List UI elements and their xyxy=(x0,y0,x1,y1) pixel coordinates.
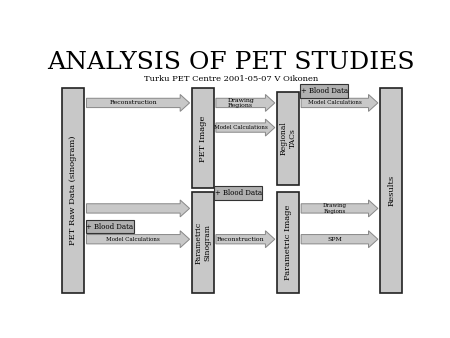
Polygon shape xyxy=(301,200,378,217)
Text: Model Calculations: Model Calculations xyxy=(308,100,362,105)
Bar xyxy=(192,88,214,188)
Text: SPM: SPM xyxy=(328,237,342,242)
Polygon shape xyxy=(86,231,189,248)
Bar xyxy=(380,88,402,293)
Bar xyxy=(214,186,262,200)
Text: Parametric
Sinogram: Parametric Sinogram xyxy=(194,222,211,264)
Polygon shape xyxy=(301,231,378,248)
Bar xyxy=(277,92,299,185)
Bar xyxy=(63,88,84,293)
Text: + Blood Data: + Blood Data xyxy=(301,88,348,95)
Text: Turku PET Centre 2001-05-07 V Oikonen: Turku PET Centre 2001-05-07 V Oikonen xyxy=(144,75,318,83)
Text: Model Calculations: Model Calculations xyxy=(214,125,268,130)
Text: PET Raw Data (sinogram): PET Raw Data (sinogram) xyxy=(69,136,77,245)
Text: Drawing
Regions: Drawing Regions xyxy=(323,203,347,214)
Text: ANALYSIS OF PET STUDIES: ANALYSIS OF PET STUDIES xyxy=(47,51,414,74)
Polygon shape xyxy=(216,231,275,248)
Text: Drawing
Regions: Drawing Regions xyxy=(227,98,254,108)
Text: Results: Results xyxy=(387,175,395,206)
Text: Parametric Image: Parametric Image xyxy=(284,205,292,281)
Bar xyxy=(192,192,214,293)
Text: Reconstruction: Reconstruction xyxy=(109,100,157,105)
Polygon shape xyxy=(86,200,189,217)
Text: Reconstruction: Reconstruction xyxy=(217,237,265,242)
Text: + Blood Data: + Blood Data xyxy=(215,189,262,197)
Text: Model Calculations: Model Calculations xyxy=(107,237,160,242)
Bar xyxy=(277,192,299,293)
Bar xyxy=(86,220,134,234)
Text: + Blood Data: + Blood Data xyxy=(86,222,133,231)
Text: PET Image: PET Image xyxy=(199,115,207,162)
Polygon shape xyxy=(216,119,275,136)
Polygon shape xyxy=(216,94,275,112)
Bar xyxy=(301,84,348,98)
Polygon shape xyxy=(301,94,378,112)
Polygon shape xyxy=(86,94,189,112)
Text: Regional
TACs: Regional TACs xyxy=(279,121,297,155)
